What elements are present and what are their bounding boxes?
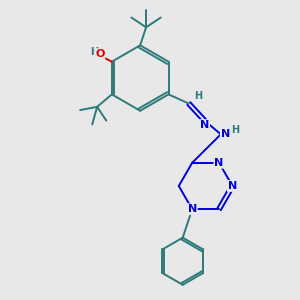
- Text: N: N: [221, 129, 230, 139]
- Text: N: N: [188, 204, 197, 214]
- Text: N: N: [214, 158, 224, 168]
- Text: O: O: [95, 49, 104, 59]
- Text: N: N: [200, 120, 209, 130]
- Text: H: H: [232, 125, 240, 135]
- Text: N: N: [228, 181, 237, 191]
- Text: H: H: [194, 91, 202, 101]
- Text: H: H: [91, 47, 99, 57]
